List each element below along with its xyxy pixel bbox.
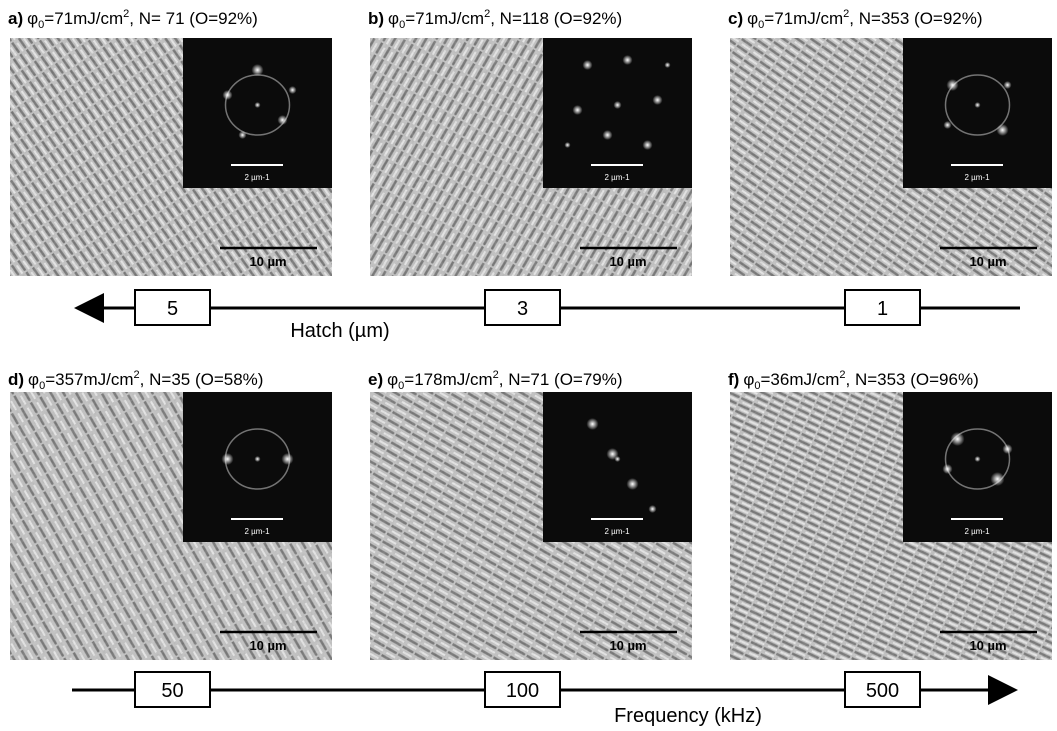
hatch-label: Hatch (µm): [290, 320, 389, 342]
fft-spot: [255, 102, 261, 108]
fluence: =178mJ/cm: [404, 370, 492, 389]
fft-spot: [947, 79, 959, 91]
fft-spot: [997, 124, 1009, 136]
fft-spot: [623, 55, 633, 65]
fft-spot: [583, 60, 593, 70]
fluence: =36mJ/cm: [760, 370, 839, 389]
panel: 2 µm-1 10 µm d)φ0=357mJ/cm2, N=35 (O=58%): [8, 369, 332, 660]
axis-box-label: 50: [161, 680, 183, 702]
fft-spot: [223, 90, 233, 100]
panel-title: d)φ0=357mJ/cm2, N=35 (O=58%): [8, 369, 263, 392]
fft-spot: [587, 418, 599, 430]
inset-scale-label: 2 µm-1: [964, 527, 990, 536]
fluence: =71mJ/cm: [44, 9, 123, 28]
fft-spot: [944, 121, 952, 129]
phi: φ: [747, 9, 758, 28]
panel-title: b)φ0=71mJ/cm2, N=118 (O=92%): [368, 8, 622, 31]
fft-spot: [643, 140, 653, 150]
scale-label: 10 µm: [969, 638, 1006, 653]
panel-params: , N=353 (O=92%): [849, 9, 982, 28]
fluence: =357mJ/cm: [45, 370, 133, 389]
frequency-label: Frequency (kHz): [614, 705, 762, 727]
fft-spot: [239, 131, 247, 139]
fft-spot: [1004, 81, 1012, 89]
fft-spot: [627, 478, 639, 490]
fft-spot: [252, 64, 264, 76]
panel-letter: a): [8, 9, 23, 28]
panel-params: , N=118 (O=92%): [490, 9, 622, 28]
phi: φ: [28, 370, 39, 389]
axis-box-label: 1: [877, 298, 888, 320]
inset-scale-label: 2 µm-1: [604, 173, 630, 182]
fft-spot: [615, 456, 621, 462]
fft-spot: [255, 456, 261, 462]
axis-box-label: 100: [506, 680, 539, 702]
panel: 2 µm-1 10 µm c)φ0=71mJ/cm2, N=353 (O=92%): [728, 8, 1052, 276]
panel-letter: c): [728, 9, 743, 28]
panel-title: a)φ0=71mJ/cm2, N= 71 (O=92%): [8, 8, 258, 31]
panel-letter: f): [728, 370, 739, 389]
panel: 2 µm-1 10 µm f)φ0=36mJ/cm2, N=353 (O=96%): [728, 369, 1052, 660]
panel-letter: d): [8, 370, 24, 389]
figure: Hatch (µm) Frequency (kHz) 5 3 1 50 100 500 2…: [0, 0, 1057, 731]
axis-box-label: 500: [866, 680, 899, 702]
axis-box-label: 5: [167, 298, 178, 320]
fluence: =71mJ/cm: [764, 9, 843, 28]
phi: φ: [743, 370, 754, 389]
inset-scale-label: 2 µm-1: [244, 527, 270, 536]
fluence: =71mJ/cm: [405, 9, 484, 28]
axis-box-label: 3: [517, 298, 528, 320]
fft-spot: [278, 115, 288, 125]
panel: 2 µm-1 10 µm b)φ0=71mJ/cm2, N=118 (O=92%): [368, 8, 692, 276]
fft-spot: [653, 95, 663, 105]
fft-spot: [282, 453, 294, 465]
panel-letter: b): [368, 9, 384, 28]
inset-scale-label: 2 µm-1: [964, 173, 990, 182]
panel-title: f)φ0=36mJ/cm2, N=353 (O=96%): [728, 369, 979, 392]
fft-spot: [975, 456, 981, 462]
fft-spot: [951, 432, 965, 446]
scale-label: 10 µm: [969, 254, 1006, 269]
fft-spot: [289, 86, 297, 94]
fft-spot: [222, 453, 234, 465]
scale-label: 10 µm: [609, 638, 646, 653]
fft-spot: [975, 102, 981, 108]
panel-title: e)φ0=178mJ/cm2, N=71 (O=79%): [368, 369, 623, 392]
panel: 2 µm-1 10 µm e)φ0=178mJ/cm2, N=71 (O=79%): [368, 369, 692, 660]
phi: φ: [388, 9, 399, 28]
fft-spot: [1003, 444, 1013, 454]
panel-params: , N=71 (O=79%): [499, 370, 623, 389]
panel-params: , N=353 (O=96%): [846, 370, 979, 389]
scale-label: 10 µm: [249, 254, 286, 269]
fft-spot: [943, 464, 953, 474]
phi: φ: [387, 370, 398, 389]
inset-scale-label: 2 µm-1: [604, 527, 630, 536]
phi: φ: [27, 9, 38, 28]
panel-params: , N= 71 (O=92%): [129, 9, 258, 28]
fft-spot: [665, 62, 671, 68]
panel-title: c)φ0=71mJ/cm2, N=353 (O=92%): [728, 8, 983, 31]
fft-spot: [991, 472, 1005, 486]
fft-spot: [614, 101, 622, 109]
scale-label: 10 µm: [609, 254, 646, 269]
panel-params: , N=35 (O=58%): [140, 370, 264, 389]
panel: 2 µm-1 10 µm a)φ0=71mJ/cm2, N= 71 (O=92%): [8, 8, 332, 276]
fft-spot: [649, 505, 657, 513]
panel-letter: e): [368, 370, 383, 389]
scale-label: 10 µm: [249, 638, 286, 653]
fft-spot: [565, 142, 571, 148]
fft-spot: [573, 105, 583, 115]
inset-scale-label: 2 µm-1: [244, 173, 270, 182]
fft-spot: [603, 130, 613, 140]
